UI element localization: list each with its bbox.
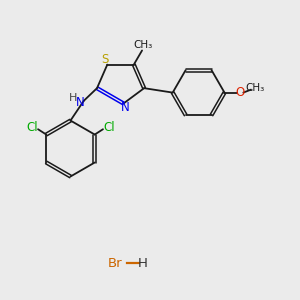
Text: N: N — [121, 101, 129, 114]
Text: O: O — [236, 86, 245, 99]
Text: H: H — [138, 257, 148, 270]
Text: Br: Br — [107, 257, 122, 270]
Text: Cl: Cl — [26, 121, 38, 134]
Text: Cl: Cl — [103, 121, 115, 134]
Text: N: N — [76, 95, 84, 109]
Text: CH₃: CH₃ — [245, 83, 264, 93]
Text: CH₃: CH₃ — [134, 40, 153, 50]
Text: H: H — [69, 93, 77, 103]
Text: S: S — [101, 53, 109, 66]
